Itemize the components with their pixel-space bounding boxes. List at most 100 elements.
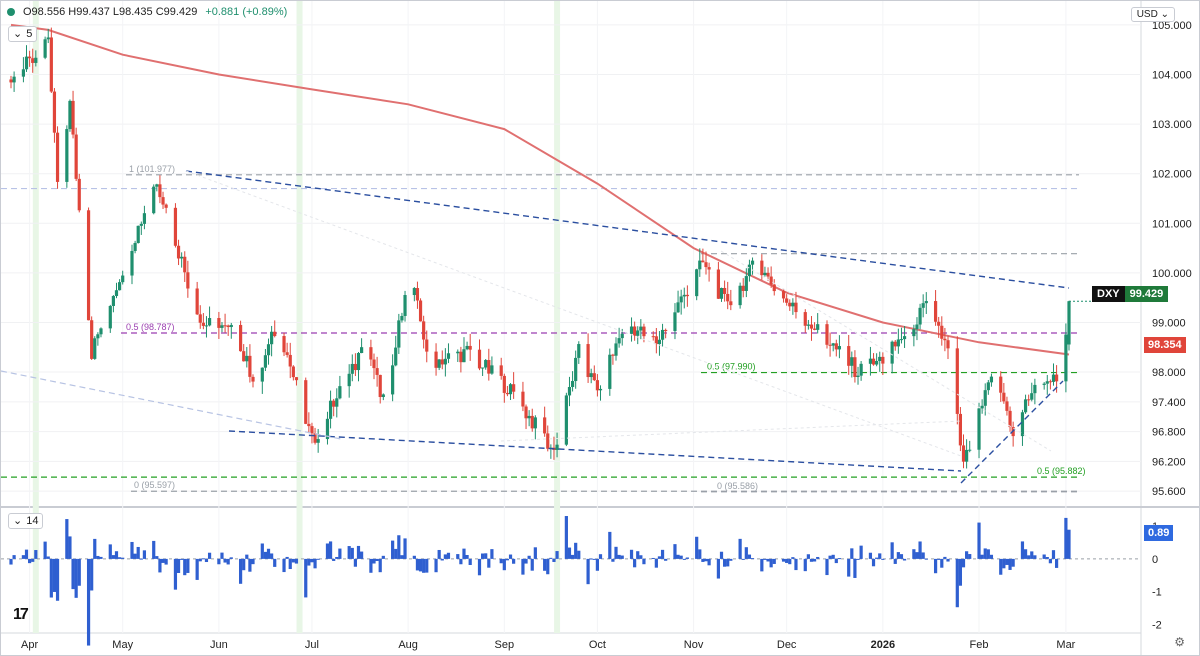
- candle-body: [437, 359, 441, 368]
- histogram-bar: [890, 542, 894, 559]
- histogram-bar: [940, 558, 944, 568]
- tradingview-logo-icon[interactable]: 17: [13, 606, 29, 623]
- candle-body: [248, 355, 252, 377]
- histogram-bar: [164, 558, 168, 565]
- trendline: [228, 430, 962, 472]
- histogram-bar: [698, 549, 702, 559]
- histogram-bar: [356, 545, 361, 559]
- histogram-bar: [1048, 558, 1052, 564]
- candle-body: [608, 354, 612, 389]
- indicator-value-label: 0.89: [1148, 527, 1170, 539]
- candle-body: [468, 345, 472, 350]
- chevron-down-icon: ⌄: [13, 515, 23, 527]
- candle-body: [527, 415, 531, 419]
- candle-body: [375, 368, 379, 375]
- histogram-bar: [266, 548, 271, 559]
- candle-body: [937, 321, 941, 326]
- histogram-bar: [937, 558, 941, 560]
- candle-body: [304, 380, 308, 424]
- candle-body: [772, 284, 776, 292]
- candle-body: [34, 57, 38, 63]
- candle-body: [270, 331, 274, 345]
- histogram-bar: [304, 558, 308, 598]
- histogram-bar: [273, 558, 277, 567]
- candle-body: [245, 355, 249, 362]
- histogram-bar: [812, 558, 817, 562]
- histogram-bar: [750, 558, 755, 560]
- histogram-bar: [577, 550, 581, 559]
- histogram-bar: [766, 558, 770, 562]
- currency-selector[interactable]: USD ⌄: [1130, 7, 1175, 22]
- candle-body: [71, 100, 75, 135]
- histogram-bar: [152, 540, 156, 559]
- histogram-bar: [899, 554, 904, 559]
- candle-body: [291, 366, 295, 378]
- candle-body: [1042, 383, 1046, 385]
- histogram-bar: [468, 558, 472, 565]
- histogram-bar: [313, 558, 317, 569]
- candle-body: [152, 186, 156, 214]
- histogram-bar: [617, 554, 621, 559]
- candle-body: [1051, 374, 1056, 382]
- candle-body: [310, 426, 314, 434]
- histogram-bar: [570, 554, 575, 559]
- histogram-bar: [608, 531, 612, 559]
- candle-body: [9, 79, 13, 83]
- histogram-bar: [574, 542, 578, 559]
- candle-body: [729, 301, 733, 306]
- histogram-bar: [772, 558, 776, 564]
- candle-body: [828, 344, 832, 346]
- candle-body: [899, 339, 904, 341]
- indicator-pane-toggle[interactable]: ⌄ 14: [8, 513, 44, 529]
- candle-body: [741, 285, 745, 291]
- candle-body: [961, 445, 966, 462]
- trendline: [185, 170, 1070, 289]
- candle-body: [391, 365, 395, 395]
- histogram-bar: [220, 552, 224, 559]
- histogram-bar: [524, 558, 528, 564]
- histogram-bar: [114, 551, 119, 559]
- histogram-bar: [251, 558, 255, 565]
- candle-body: [1008, 410, 1012, 428]
- main-pane-toggle[interactable]: ⌄ 5: [8, 26, 38, 42]
- candle-body: [940, 325, 944, 339]
- candle-body: [229, 324, 233, 328]
- histogram-bar: [847, 558, 851, 577]
- histogram-bar: [791, 557, 795, 559]
- candle-body: [418, 300, 423, 322]
- histogram-bar: [719, 551, 724, 559]
- candle-body: [825, 324, 829, 345]
- candle-body: [921, 303, 925, 308]
- histogram-bar: [741, 558, 745, 560]
- histogram-bar: [477, 558, 482, 576]
- candle-body: [878, 356, 882, 361]
- histogram-bar: [288, 558, 292, 570]
- histogram-bar: [130, 541, 134, 559]
- histogram-bar: [294, 558, 299, 564]
- histogram-bar: [263, 551, 268, 559]
- candle-body: [55, 132, 60, 182]
- gear-icon[interactable]: ⚙: [1174, 635, 1185, 649]
- histogram-bar: [139, 558, 143, 560]
- candle-body: [443, 358, 447, 365]
- histogram-bar: [977, 522, 981, 559]
- candle-body: [986, 382, 990, 391]
- histogram-bar: [881, 558, 885, 560]
- moving-average-line: [10, 23, 1070, 356]
- histogram-bar: [142, 550, 147, 559]
- histogram-bar: [338, 548, 342, 559]
- candle-body: [856, 375, 860, 378]
- candle-body: [564, 395, 568, 445]
- fibonacci-level-label: 0 (95.586): [717, 481, 758, 491]
- histogram-bar: [679, 555, 683, 559]
- histogram-bar: [245, 554, 249, 559]
- candle-body: [499, 365, 503, 376]
- candle-body: [487, 360, 491, 374]
- histogram-bar: [422, 558, 426, 573]
- candle-body: [328, 400, 333, 419]
- histogram-bar: [391, 540, 395, 559]
- candle-body: [546, 433, 550, 449]
- candle-body: [74, 134, 78, 179]
- candle-body: [484, 360, 488, 368]
